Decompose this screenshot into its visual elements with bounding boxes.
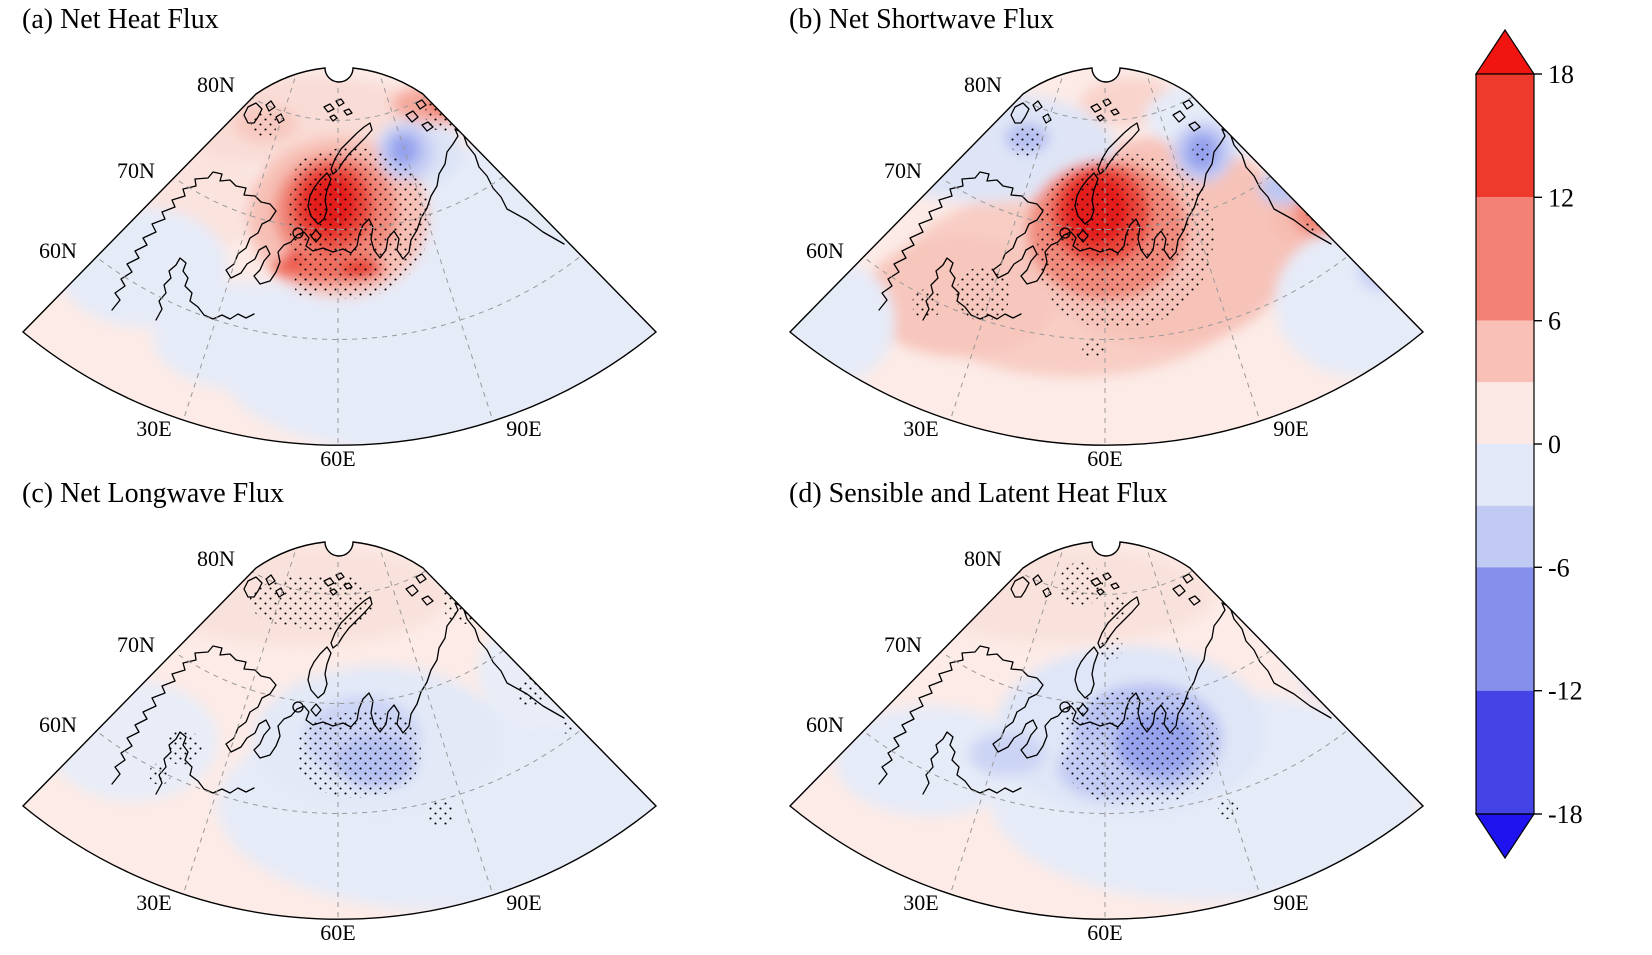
panel-b-title: (b) Net Shortwave Flux: [789, 4, 1055, 35]
lon-label-90e: 90E: [506, 416, 541, 441]
colorbar-tick-label: -6: [1548, 553, 1570, 582]
lon-label-60e: 60E: [1087, 920, 1122, 945]
lon-label-60e: 60E: [320, 446, 355, 471]
colorbar-segment: [1476, 444, 1534, 506]
panel-d-title: (d) Sensible and Latent Heat Flux: [789, 478, 1168, 509]
colorbar-tick-label: 0: [1548, 430, 1561, 459]
lat-label-80n: 80N: [197, 72, 235, 97]
lon-label-30e: 30E: [136, 416, 171, 441]
map-a-labels: 80N 70N 60N 30E 60E 90E: [39, 72, 542, 471]
panel-a-title: (a) Net Heat Flux: [22, 4, 219, 35]
panel-d: (d) Sensible and Latent Heat Flux: [775, 476, 1440, 950]
lat-label-70n: 70N: [117, 158, 155, 183]
map-a: 80N 70N 60N 30E 60E 90E: [21, 67, 658, 471]
lon-label-90e: 90E: [506, 890, 541, 915]
lat-label-70n: 70N: [884, 632, 922, 657]
colorbar-segment: [1476, 74, 1534, 198]
map-boundary: [21, 67, 658, 446]
map-boundary: [788, 67, 1425, 446]
colorbar-segment: [1476, 505, 1534, 568]
map-c-labels: 80N 70N 60N 30E 60E 90E: [39, 546, 542, 945]
lat-label-80n: 80N: [964, 546, 1002, 571]
colorbar-segment: [1476, 690, 1534, 814]
map-b-labels: 80N 70N 60N 30E 60E 90E: [806, 72, 1309, 471]
colorbar-segment: [1476, 320, 1534, 383]
lon-label-30e: 30E: [903, 890, 938, 915]
colorbar: 18 12 6 0 -6 -12 -18: [1474, 28, 1583, 860]
panel-c-title: (c) Net Longwave Flux: [22, 478, 285, 509]
colorbar-arrow-under: [1474, 813, 1536, 860]
lat-label-80n: 80N: [964, 72, 1002, 97]
colorbar-segments: [1476, 74, 1534, 814]
lat-label-70n: 70N: [117, 632, 155, 657]
lat-label-60n: 60N: [39, 712, 77, 737]
map-d: 80N 70N 60N 30E 60E 90E: [788, 541, 1425, 945]
lat-label-60n: 60N: [39, 238, 77, 263]
panel-a: (a) Net Heat Flux: [8, 2, 673, 476]
lon-label-30e: 30E: [903, 416, 938, 441]
lon-label-90e: 90E: [1273, 416, 1308, 441]
map-d-labels: 80N 70N 60N 30E 60E 90E: [806, 546, 1309, 945]
lat-label-70n: 70N: [884, 158, 922, 183]
map-boundary: [21, 541, 658, 920]
panel-c: (c) Net Longwave Flux: [8, 476, 673, 950]
colorbar-tick-label: -12: [1548, 677, 1583, 706]
lat-label-60n: 60N: [806, 712, 844, 737]
lon-label-30e: 30E: [136, 890, 171, 915]
colorbar-tick-label: 12: [1548, 183, 1574, 212]
colorbar-segment: [1476, 197, 1534, 321]
lon-label-90e: 90E: [1273, 890, 1308, 915]
colorbar-arrow-over: [1474, 28, 1536, 75]
colorbar-ticks: [1534, 73, 1542, 815]
colorbar-tick-label: -18: [1548, 800, 1583, 829]
lat-label-60n: 60N: [806, 238, 844, 263]
colorbar-segment: [1476, 567, 1534, 691]
colorbar-tick-label: 6: [1548, 307, 1561, 336]
colorbar-tick-labels: 18 12 6 0 -6 -12 -18: [1548, 60, 1583, 829]
map-boundary: [788, 541, 1425, 920]
lon-label-60e: 60E: [320, 920, 355, 945]
colorbar-tick-label: 18: [1548, 60, 1574, 89]
lon-label-60e: 60E: [1087, 446, 1122, 471]
map-c: 80N 70N 60N 30E 60E 90E: [21, 541, 658, 945]
lat-label-80n: 80N: [197, 546, 235, 571]
map-b: 80N 70N 60N 30E 60E 90E: [788, 67, 1425, 471]
colorbar-segment: [1476, 382, 1534, 444]
panel-b: (b) Net Shortwave Flux: [775, 2, 1440, 476]
